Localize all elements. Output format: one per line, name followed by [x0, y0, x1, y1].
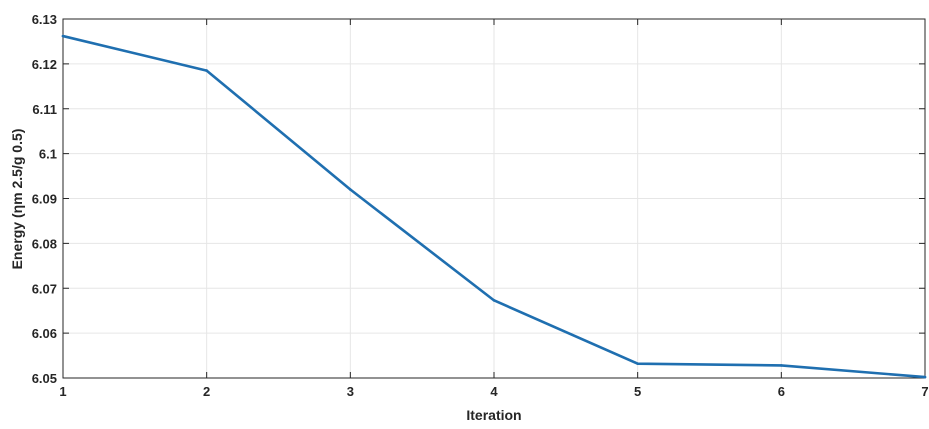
y-tick-label: 6.05 — [32, 371, 57, 386]
x-tick-label: 3 — [347, 384, 354, 399]
axes — [62, 18, 926, 379]
plot-frame — [62, 18, 926, 379]
y-axis-label: Energy (ηm 2.5/g 0.5) — [9, 129, 25, 270]
data-point — [636, 362, 639, 365]
data-point — [349, 188, 352, 191]
data-point — [780, 364, 783, 367]
y-tick-label: 6.08 — [32, 236, 57, 251]
data-point — [205, 69, 208, 72]
y-tick-label: 6.09 — [32, 192, 57, 207]
series-layer — [61, 34, 927, 379]
y-tick-label: 6.13 — [32, 12, 57, 27]
data-point — [492, 299, 496, 302]
data-point — [61, 34, 65, 38]
data-point — [923, 375, 927, 379]
x-tick-label: 6 — [778, 384, 785, 399]
x-tick-label: 1 — [59, 384, 66, 399]
x-tick-label: 4 — [490, 384, 498, 399]
x-tick-label: 2 — [203, 384, 210, 399]
y-tick-label: 6.12 — [32, 57, 57, 72]
x-tick-label: 7 — [921, 384, 928, 399]
y-tick-label: 6.06 — [32, 326, 57, 341]
y-tick-label: 6.1 — [39, 147, 57, 162]
y-tick-label: 6.07 — [32, 281, 57, 296]
tick-labels: 6.05 6.06 6.07 6.08 6.09 6.1 6.11 6.12 6.13 1 2 3 4 5… — [32, 12, 929, 399]
x-tick-label: 5 — [634, 384, 641, 399]
y-tick-label: 6.11 — [32, 102, 57, 117]
x-axis-label: Iteration — [466, 407, 521, 423]
